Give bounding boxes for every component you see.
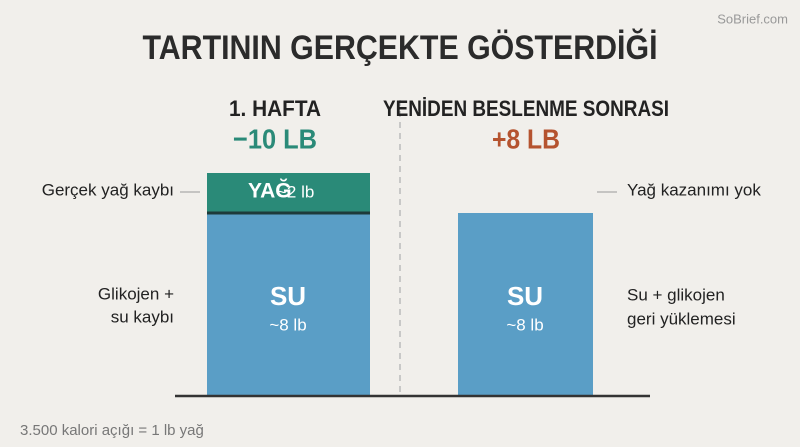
- note: Gerçek yağ kaybı: [42, 180, 174, 199]
- segment-amount: ~8 lb: [506, 315, 543, 334]
- note: Su + glikojen: [627, 285, 725, 304]
- column-heading: 1. HAFTA: [229, 96, 321, 121]
- segment-amount: ~2 lb: [277, 182, 314, 201]
- segment-amount: ~8 lb: [269, 315, 306, 334]
- segment-name: YAĞ: [248, 179, 292, 203]
- note: Yağ kazanımı yok: [627, 180, 761, 199]
- column-change: +8 LB: [492, 123, 560, 154]
- water-segment: [458, 213, 593, 396]
- note: geri yüklemesi: [627, 309, 736, 328]
- column-heading: YENİDEN BESLENME SONRASI: [383, 96, 669, 121]
- title: TARTININ GERÇEKTE GÖSTERDİĞİ: [143, 29, 658, 67]
- note: Glikojen +: [98, 284, 174, 303]
- footnote: 3.500 kalori açığı = 1 lb yağ: [20, 422, 204, 439]
- water-segment: [207, 213, 370, 396]
- segment-name: SU: [507, 281, 543, 311]
- note: su kaybı: [111, 307, 174, 326]
- column-change: −10 LB: [233, 123, 317, 154]
- fat-segment: [207, 173, 370, 213]
- watermark: SoBrief.com: [717, 11, 788, 26]
- segment-name: SU: [270, 281, 306, 311]
